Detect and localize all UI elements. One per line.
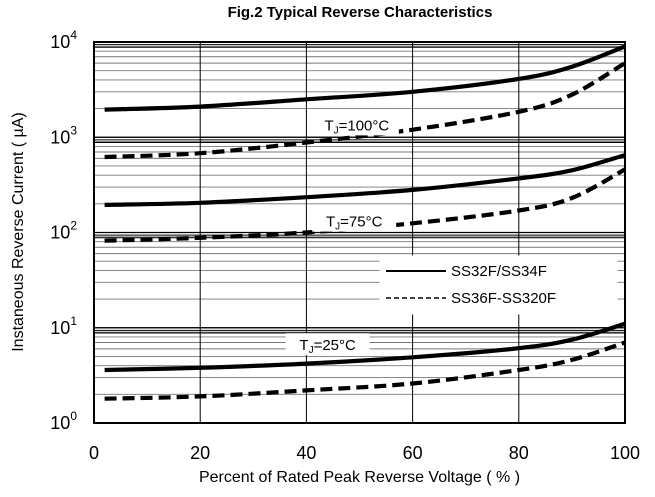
legend-entry-label: SS32F/SS34F: [451, 263, 547, 280]
series-line-1: [104, 44, 626, 112]
legend-box: [379, 255, 618, 315]
annotation-bg: [285, 333, 370, 356]
series-line-5: [104, 321, 626, 373]
x-tick-label: 0: [89, 443, 99, 463]
series-line-3: [104, 153, 626, 207]
x-tick-label: 80: [509, 443, 529, 463]
x-axis-label: Percent of Rated Peak Reverse Voltage ( …: [198, 469, 521, 486]
y-tick-label: 100: [50, 409, 77, 433]
tick-labels: 0 20 40 60 80 100 100 101 102 103 104: [50, 28, 640, 463]
x-tick-label: 20: [190, 443, 210, 463]
annotation-bg: [314, 113, 399, 136]
y-tick-label: 102: [50, 219, 77, 243]
x-tick-label: 60: [403, 443, 423, 463]
series-line-6: [104, 340, 626, 401]
grid-lines: [94, 41, 625, 424]
x-tick-label: 100: [610, 443, 640, 463]
legend-entry-label: SS36F-SS320F: [451, 290, 556, 307]
annotation-bg: [312, 209, 397, 232]
x-tick-label: 40: [296, 443, 316, 463]
y-tick-label: 104: [50, 28, 77, 52]
annotation-label-1: TJ=100°C: [324, 117, 389, 136]
plot-frame: [93, 41, 626, 424]
chart-title: Fig.2 Typical Reverse Characteristics: [227, 4, 493, 21]
annotation-label-3: TJ=25°C: [299, 337, 356, 356]
annotations: TJ=100°C TJ=75°C TJ=25°C: [285, 113, 399, 356]
annotation-label-2: TJ=75°C: [326, 214, 383, 233]
series-line-4: [104, 167, 627, 243]
y-tick-label: 101: [50, 314, 77, 338]
legend: SS32F/SS34F SS36F-SS320F: [379, 255, 618, 315]
y-tick-label: 103: [50, 123, 77, 147]
